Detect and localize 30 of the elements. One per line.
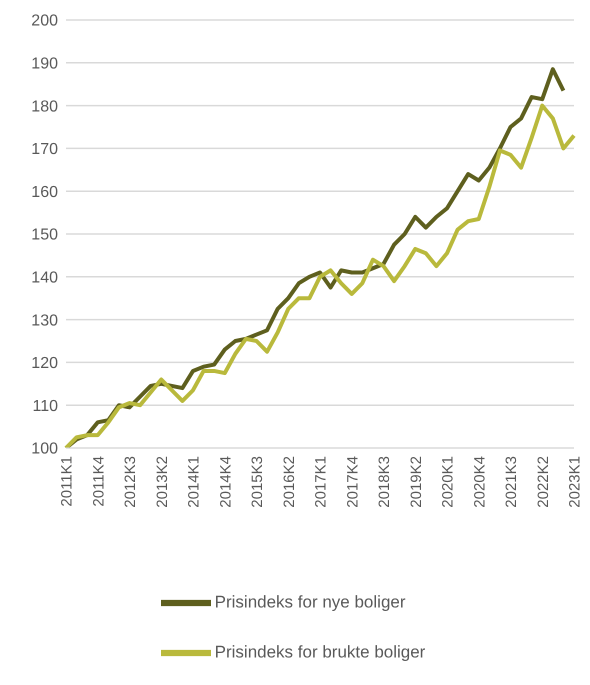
x-tick-label: 2018K3: [376, 456, 394, 508]
x-tick-label: 2020K1: [440, 456, 457, 508]
x-tick-label: 2014K1: [186, 456, 203, 508]
x-tick-label: 2012K3: [122, 456, 140, 508]
y-tick-label: 200: [31, 12, 58, 30]
x-tick-label: 2013K2: [154, 456, 171, 508]
y-tick-label: 110: [32, 398, 58, 415]
x-tick-label: 2022K2: [534, 456, 552, 508]
y-tick-label: 140: [31, 269, 58, 286]
x-tick-label: 2019K2: [408, 456, 425, 508]
y-tick-label: 170: [31, 141, 58, 158]
y-tick-label: 150: [31, 226, 58, 244]
x-tick-label: 2016K2: [280, 456, 298, 508]
y-tick-label: 120: [31, 355, 58, 372]
y-tick-label: 180: [31, 98, 58, 116]
x-tick-label: 2017K1: [312, 456, 330, 508]
y-tick-label: 130: [31, 312, 58, 330]
y-tick-label: 100: [31, 440, 58, 458]
legend-label: Prisindeks for brukte boliger: [214, 642, 426, 662]
legend-label: Prisindeks for nye boliger: [214, 592, 406, 612]
x-tick-label: 2011K4: [90, 456, 108, 507]
x-tick-label: 2021K3: [503, 456, 520, 508]
x-tick-label: 2023K1: [566, 456, 584, 508]
x-tick-label: 2011K1: [58, 456, 76, 507]
x-tick-label: 2017K4: [344, 456, 362, 508]
x-tick-label: 2020K4: [471, 456, 488, 508]
y-tick-label: 190: [31, 55, 58, 72]
y-tick-label: 160: [31, 184, 58, 201]
x-tick-label: 2014K4: [217, 456, 234, 508]
x-tick-label: 2015K3: [249, 456, 266, 508]
